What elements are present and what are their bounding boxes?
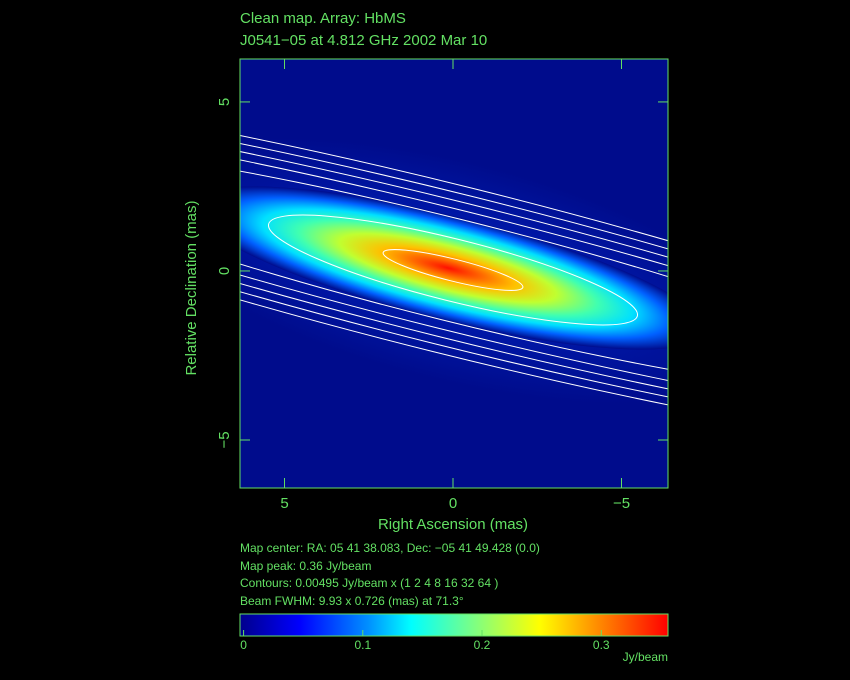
x-axis-label: Right Ascension (mas) (378, 516, 528, 533)
map-emission (240, 186, 668, 350)
info-part: 0.36 (299, 559, 323, 573)
info-part: Map peak: (240, 559, 296, 573)
info-part: ) (494, 576, 498, 590)
info-part: 32 (461, 576, 475, 590)
info-part: (mas) at (388, 594, 433, 608)
info-part: ( (400, 576, 404, 590)
y-tick-label: 0 (216, 267, 233, 275)
colorbar-tick-label: 0.3 (593, 638, 610, 652)
info-part: Jy/beam x (342, 576, 397, 590)
info-part: Beam FWHM: (240, 594, 315, 608)
info-part: 16 (444, 576, 458, 590)
chart-title: Clean map. Array: HbMS (240, 10, 406, 27)
colorbar-label: Jy/beam (623, 650, 668, 664)
info-part: ° (459, 594, 464, 608)
contour (240, 89, 668, 451)
contours-info: Contours: 0.00495 Jy/beam x (1 2 4 8 16 … (240, 576, 498, 590)
info-part: Contours: (240, 576, 292, 590)
info-part: 2 (414, 576, 421, 590)
contour (382, 249, 524, 291)
info-part: 71.3 (435, 594, 459, 608)
info-part: 9.93 (319, 594, 343, 608)
contour (240, 145, 668, 395)
contour (267, 214, 639, 326)
info-part: 1 (404, 576, 411, 590)
info-part: 4 (424, 576, 431, 590)
colorbar (239, 613, 669, 637)
map-peak: Map peak: 0.36 Jy/beam (240, 559, 371, 573)
info-part: 64 (478, 576, 492, 590)
x-tick-label: 0 (449, 495, 457, 512)
map-image (240, 59, 668, 488)
contour (240, 81, 668, 459)
frame (239, 58, 669, 489)
x-tick-label: 5 (280, 495, 288, 512)
y-axis-label: Relative Declination (mas) (183, 200, 200, 375)
info-part: Jy/beam (326, 559, 371, 573)
colorbar-tick-label: 0.1 (354, 638, 371, 652)
colorbar-tick-label: 0.2 (474, 638, 491, 652)
contour (240, 98, 668, 442)
colorbar-tick-label: 0 (240, 638, 247, 652)
y-tick-label: −5 (216, 431, 233, 448)
chart-subtitle: J0541−05 at 4.812 GHz 2002 Mar 10 (240, 32, 487, 49)
y-tick-label: 5 (216, 98, 233, 106)
info-part: 0.726 (355, 594, 385, 608)
contour (240, 113, 668, 427)
beam-info: Beam FWHM: 9.93 x 0.726 (mas) at 71.3° (240, 594, 464, 608)
info-part: 8 (434, 576, 441, 590)
info-part: 0.00495 (295, 576, 339, 590)
info-part: x (345, 594, 351, 608)
map-center: Map center: RA: 05 41 38.083, Dec: −05 4… (240, 541, 540, 555)
x-tick-label: −5 (613, 495, 630, 512)
